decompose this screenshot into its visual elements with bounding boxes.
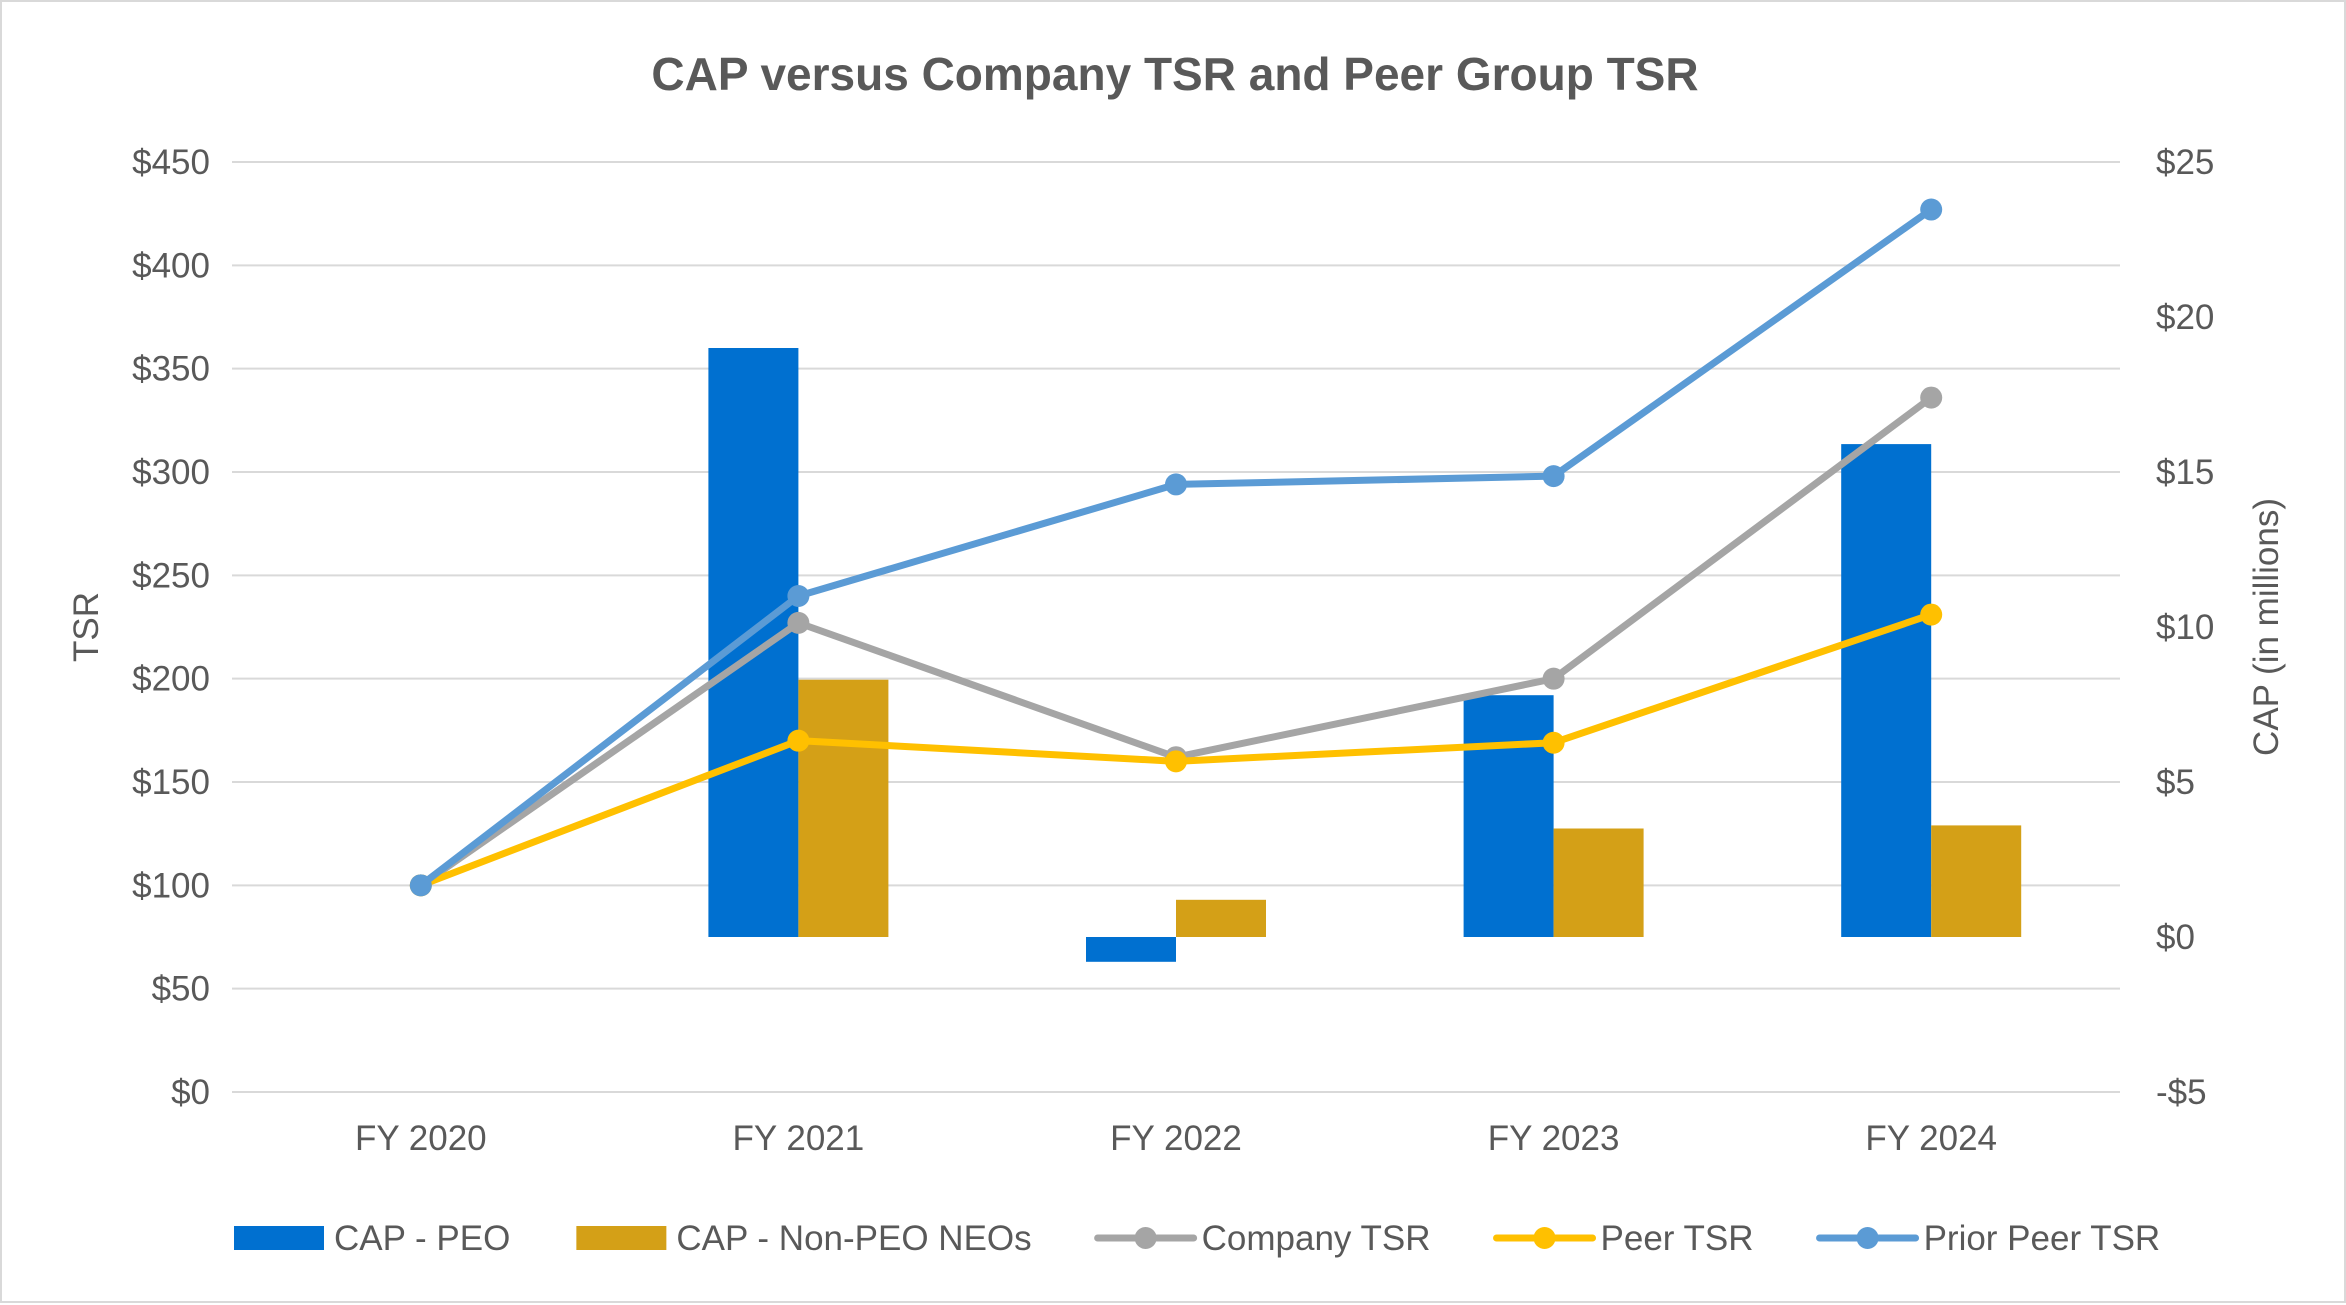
bar-cap-peo — [708, 348, 799, 937]
x-tick-label: FY 2021 — [733, 1119, 865, 1158]
left-tick-label: $200 — [132, 660, 210, 699]
point-company-tsr — [1542, 667, 1565, 690]
right-axis-label: CAP (in millions) — [2247, 498, 2286, 756]
point-company-tsr — [1920, 386, 1943, 409]
legend-marker — [1134, 1227, 1157, 1249]
left-axis-label: TSR — [67, 592, 106, 662]
point-prior-peer-tsr — [1542, 465, 1565, 488]
left-tick-label: $50 — [152, 970, 210, 1009]
left-tick-label: $150 — [132, 763, 210, 802]
legend-marker — [1856, 1227, 1879, 1249]
bar-cap-peo — [1086, 937, 1176, 962]
right-tick-label: $5 — [2156, 763, 2195, 802]
line-company-tsr — [417, 394, 1935, 889]
legend: CAP - PEO CAP - Non-PEO NEOs Company TSR Pe… — [234, 1219, 2160, 1258]
left-tick-label: $0 — [171, 1073, 210, 1112]
legend-swatch — [234, 1226, 324, 1250]
point-prior-peer-tsr — [1165, 473, 1187, 496]
left-tick-label: $300 — [132, 453, 210, 492]
bar-cap-non-peo-neos — [798, 679, 889, 937]
right-tick-label: $10 — [2156, 608, 2214, 647]
point-peer-tsr — [1165, 750, 1187, 773]
left-tick-label: $350 — [132, 350, 210, 389]
legend-marker — [1533, 1227, 1556, 1249]
point-peer-tsr — [1920, 603, 1943, 626]
legend-item-peer-tsr: Peer TSR — [1493, 1219, 1754, 1258]
bar-cap-non-peo-neos — [1931, 825, 2022, 937]
right-tick-label: -$5 — [2156, 1073, 2207, 1112]
left-tick-label: $400 — [132, 246, 210, 285]
x-axis-ticks: FY 2020 FY 2021 FY 2022 FY 2023 FY 2024 — [355, 1119, 1997, 1158]
legend-label: Company TSR — [1202, 1219, 1431, 1258]
x-tick-label: FY 2020 — [355, 1119, 487, 1158]
point-prior-peer-tsr — [1920, 198, 1943, 221]
right-tick-label: $20 — [2156, 298, 2214, 337]
right-tick-label: $25 — [2156, 143, 2214, 182]
legend-item-prior-peer-tsr: Prior Peer TSR — [1816, 1219, 2161, 1258]
lines — [409, 198, 1943, 897]
legend-label: Prior Peer TSR — [1924, 1219, 2161, 1258]
x-tick-label: FY 2023 — [1488, 1119, 1620, 1158]
legend-label: CAP - PEO — [334, 1219, 510, 1258]
legend-label: CAP - Non-PEO NEOs — [676, 1219, 1031, 1258]
line-prior-peer-tsr — [417, 206, 1935, 889]
point-prior-peer-tsr — [409, 874, 432, 897]
point-company-tsr — [787, 611, 810, 634]
left-tick-label: $450 — [132, 143, 210, 182]
left-axis-ticks: $0 $50 $100 $150 $200 $250 $300 $350 $400 $450 — [132, 143, 210, 1112]
right-tick-label: $15 — [2156, 453, 2214, 492]
point-peer-tsr — [787, 729, 810, 752]
left-tick-label: $100 — [132, 866, 210, 905]
right-tick-label: $0 — [2156, 918, 2195, 957]
point-prior-peer-tsr — [787, 585, 810, 607]
legend-item-company-tsr: Company TSR — [1094, 1219, 1431, 1258]
gridlines — [232, 161, 2120, 1093]
bar-cap-non-peo-neos — [1553, 828, 1644, 937]
bar-cap-non-peo-neos — [1176, 899, 1266, 937]
bar-cap-peo — [1463, 695, 1554, 937]
legend-item-cap-peo: CAP - PEO — [234, 1219, 510, 1258]
bars — [708, 348, 2022, 962]
left-tick-label: $250 — [132, 556, 210, 595]
bar-cap-peo — [1841, 444, 1932, 937]
legend-item-cap-non-peo-neos: CAP - Non-PEO NEOs — [576, 1219, 1032, 1258]
x-tick-label: FY 2022 — [1110, 1119, 1242, 1158]
chart-title: CAP versus Company TSR and Peer Group TS… — [651, 48, 1698, 100]
point-peer-tsr — [1542, 731, 1565, 754]
x-tick-label: FY 2024 — [1865, 1119, 1997, 1158]
legend-label: Peer TSR — [1601, 1219, 1754, 1258]
legend-swatch — [576, 1226, 667, 1250]
right-axis-ticks: -$5 $0 $5 $10 $15 $20 $25 — [2156, 143, 2214, 1112]
